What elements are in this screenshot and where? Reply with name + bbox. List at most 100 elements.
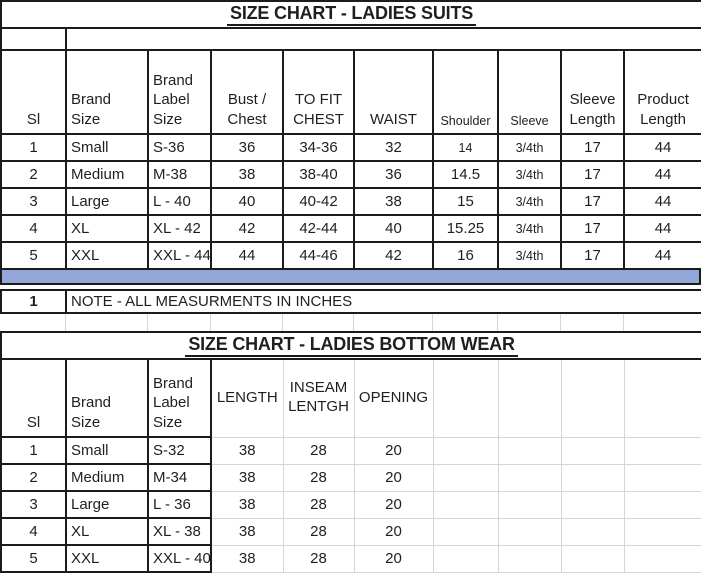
cell-fit: 44-46 xyxy=(282,241,355,270)
cell-length: 38 xyxy=(210,490,284,519)
cell-brand: Medium xyxy=(65,160,149,189)
cell-waist: 32 xyxy=(353,133,434,162)
table-row: 5 XXL XXL - 40 38 28 20 xyxy=(0,544,701,573)
cell-inseam: 28 xyxy=(282,490,355,519)
cell-label: L - 40 xyxy=(147,187,212,216)
empty-cell xyxy=(497,436,562,465)
cell-fit: 34-36 xyxy=(282,133,355,162)
col-header-brand-size: Brand Size xyxy=(65,49,149,135)
cell-opening: 20 xyxy=(353,544,434,573)
empty-cell xyxy=(560,517,625,546)
cell-inseam: 28 xyxy=(282,544,355,573)
empty-cell xyxy=(0,314,66,331)
empty-cell xyxy=(560,314,624,331)
cell-length: 38 xyxy=(210,544,284,573)
cell-fit: 40-42 xyxy=(282,187,355,216)
cell-sl: 5 xyxy=(0,544,67,573)
empty-cell xyxy=(560,436,625,465)
cell-sleeve: 3/4th xyxy=(497,214,562,243)
cell-product-length: 44 xyxy=(622,214,701,243)
cell-sleeve-length: 17 xyxy=(560,160,625,189)
empty-cell xyxy=(623,490,701,519)
empty-cell xyxy=(497,358,562,438)
empty-cell xyxy=(560,490,625,519)
empty-cell xyxy=(497,490,562,519)
empty-cell xyxy=(210,314,283,331)
empty-cell xyxy=(432,314,498,331)
cell-length: 38 xyxy=(210,463,284,492)
cell-sleeve-length: 17 xyxy=(560,214,625,243)
empty-cell xyxy=(497,517,562,546)
cell-length: 38 xyxy=(210,436,284,465)
col-header-waist: WAIST xyxy=(353,49,434,135)
empty-cell xyxy=(623,436,701,465)
cell-brand: XXL xyxy=(65,544,149,573)
empty-cell xyxy=(147,314,211,331)
cell-bust: 38 xyxy=(210,160,284,189)
cell-product-length: 44 xyxy=(622,187,701,216)
empty-cell xyxy=(432,436,499,465)
cell-product-length: 44 xyxy=(622,160,701,189)
empty-cell xyxy=(432,358,499,438)
cell-brand: XL xyxy=(65,214,149,243)
cell-sl: 1 xyxy=(0,133,67,162)
empty-cell xyxy=(497,544,562,573)
col-header-bust-chest: Bust / Chest xyxy=(210,49,284,135)
suits-header-row: Sl Brand Size Brand Label Size Bust / Ch… xyxy=(0,49,701,135)
cell-sl: 2 xyxy=(0,463,67,492)
cell-opening: 20 xyxy=(353,463,434,492)
col-header-shoulder: Shoulder xyxy=(432,49,499,135)
table-row: 1 Small S-36 36 34-36 32 14 3/4th 17 44 xyxy=(0,133,701,162)
table-row: 4 XL XL - 42 42 42-44 40 15.25 3/4th 17 … xyxy=(0,214,701,243)
cell-sleeve-length: 17 xyxy=(560,133,625,162)
cell-label: S-36 xyxy=(147,133,212,162)
cell-product-length: 44 xyxy=(622,241,701,270)
cell-brand: XL xyxy=(65,517,149,546)
suits-title-row: SIZE CHART - LADIES SUITS xyxy=(0,0,701,29)
col-header-sl: Sl xyxy=(0,49,67,135)
cell-bust: 36 xyxy=(210,133,284,162)
cell-sl: 1 xyxy=(0,436,67,465)
cell-brand: Medium xyxy=(65,463,149,492)
cell-label: M-34 xyxy=(147,463,212,492)
col-header-sleeve: Sleeve xyxy=(497,49,562,135)
highlight-band xyxy=(0,270,701,285)
cell-shoulder: 16 xyxy=(432,241,499,270)
empty-cell xyxy=(623,358,701,438)
cell-bust: 40 xyxy=(210,187,284,216)
cell-bust: 42 xyxy=(210,214,284,243)
suits-title: SIZE CHART - LADIES SUITS xyxy=(0,0,701,29)
cell-waist: 42 xyxy=(353,241,434,270)
empty-cell xyxy=(0,27,67,51)
cell-brand: Small xyxy=(65,436,149,465)
cell-sleeve: 3/4th xyxy=(497,241,562,270)
empty-cell xyxy=(623,314,701,331)
cell-label: XL - 38 xyxy=(147,517,212,546)
empty-cell xyxy=(432,544,499,573)
cell-shoulder: 15.25 xyxy=(432,214,499,243)
empty-cell xyxy=(282,314,354,331)
note-index: 1 xyxy=(0,289,67,314)
suits-spacer-row xyxy=(0,27,701,51)
empty-cell xyxy=(623,463,701,492)
empty-cell xyxy=(560,544,625,573)
cell-bust: 44 xyxy=(210,241,284,270)
cell-inseam: 28 xyxy=(282,436,355,465)
cell-sleeve: 3/4th xyxy=(497,133,562,162)
cell-opening: 20 xyxy=(353,436,434,465)
cell-waist: 38 xyxy=(353,187,434,216)
cell-sl: 5 xyxy=(0,241,67,270)
table-row: 5 XXL XXL - 44 44 44-46 42 16 3/4th 17 4… xyxy=(0,241,701,270)
cell-inseam: 28 xyxy=(282,517,355,546)
gridline-row xyxy=(0,314,701,331)
cell-length: 38 xyxy=(210,517,284,546)
cell-brand: Large xyxy=(65,187,149,216)
col-header-brand-label: Brand Label Size xyxy=(147,358,212,438)
cell-sl: 3 xyxy=(0,187,67,216)
empty-cell xyxy=(432,490,499,519)
table-row: 2 Medium M-38 38 38-40 36 14.5 3/4th 17 … xyxy=(0,160,701,189)
cell-brand: Small xyxy=(65,133,149,162)
cell-brand: XXL xyxy=(65,241,149,270)
empty-cell xyxy=(353,314,433,331)
cell-sl: 4 xyxy=(0,517,67,546)
